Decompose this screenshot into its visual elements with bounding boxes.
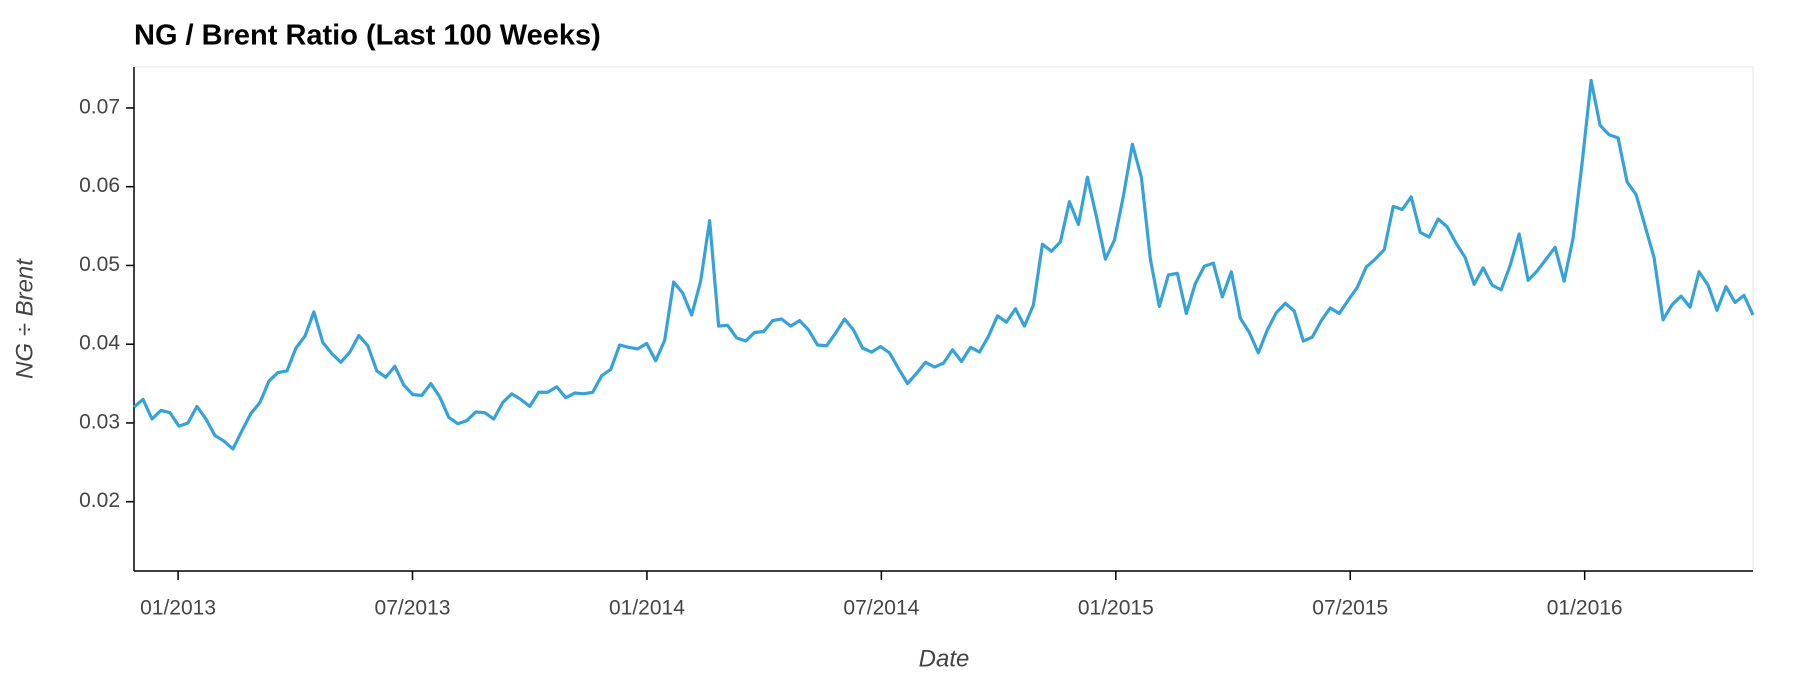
x-tick-label: 07/2015: [1312, 597, 1388, 620]
x-axis-label: Date: [919, 645, 970, 672]
data-line: [132, 78, 1755, 451]
x-tick-label: 01/2013: [140, 597, 216, 620]
x-tick-label: 01/2015: [1078, 597, 1154, 620]
y-tick-label: 0.03: [79, 410, 120, 433]
y-axis-label: NG ÷ Brent: [11, 258, 38, 379]
x-tick-label: 01/2016: [1547, 597, 1623, 620]
y-tick-label: 0.05: [79, 253, 120, 276]
x-tick-label: 07/2014: [843, 597, 919, 620]
x-tick-label: 07/2013: [375, 597, 451, 620]
x-tick-label: 01/2014: [609, 597, 685, 620]
plot-frame: [133, 66, 1754, 572]
y-tick-label: 0.06: [79, 174, 120, 197]
chart-title: NG / Brent Ratio (Last 100 Weeks): [134, 20, 601, 52]
y-tick-label: 0.07: [79, 95, 120, 118]
y-tick-label: 0.04: [79, 332, 120, 355]
y-tick-label: 0.02: [79, 489, 120, 512]
